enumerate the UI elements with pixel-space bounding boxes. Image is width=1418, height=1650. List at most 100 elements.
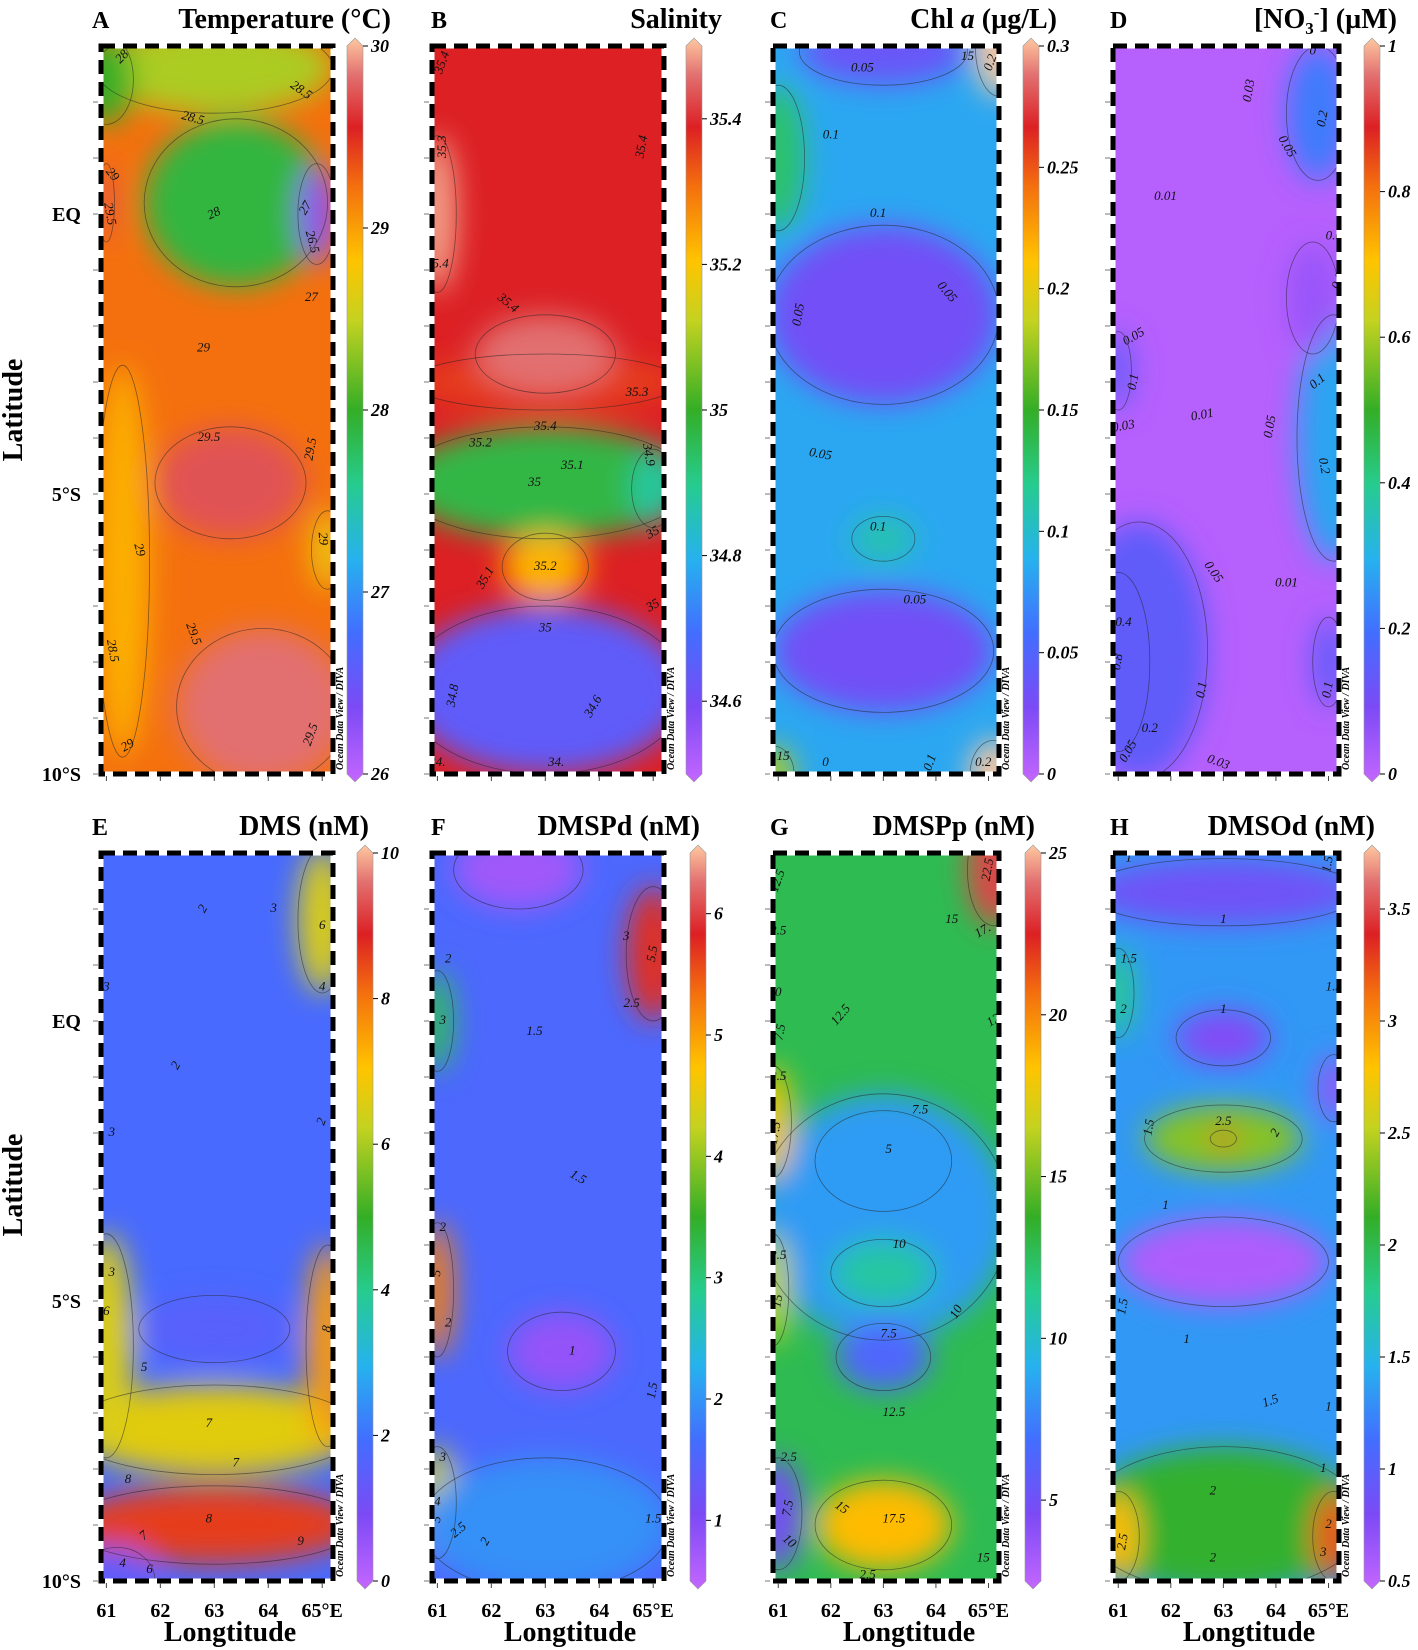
colorbar-tick-label: 15	[1049, 1167, 1067, 1187]
contour-line	[851, 515, 916, 562]
contour-line	[101, 163, 115, 243]
contour-label: 0.05	[808, 444, 834, 463]
contour-line	[773, 588, 995, 713]
contour-line	[1113, 947, 1135, 1039]
contour-line	[176, 628, 333, 774]
x-tick-label: 64	[1266, 1600, 1286, 1622]
field-feature	[773, 589, 994, 713]
colorbar-tick-label: 2	[713, 1389, 723, 1409]
field-features	[101, 853, 333, 1581]
x-axis-title-h: Longtitude	[1183, 1617, 1315, 1648]
contour-label: 5.5	[643, 944, 661, 963]
contour-line	[154, 426, 307, 540]
field-feature	[453, 853, 584, 909]
contour-line	[798, 46, 968, 86]
field-features	[773, 46, 999, 774]
contour-label: 6	[103, 1303, 110, 1318]
colorbar-tick-label: 26	[370, 764, 389, 784]
y-tick-label: EQ	[52, 1011, 81, 1033]
contour-label: 7.5	[778, 1498, 796, 1517]
field-feature	[970, 740, 999, 774]
contour-label: 28.5	[104, 638, 123, 664]
panel-label-a: A	[92, 8, 110, 34]
field-features	[773, 853, 999, 1570]
panel-title-c: Chl a (µg/L)	[910, 4, 1057, 35]
field-features	[1113, 46, 1339, 774]
x-tick-label: 65°E	[968, 1600, 1009, 1622]
colorbar-d: 0 0.2 0.4 0.6 0.8 1	[1363, 36, 1411, 784]
contour-label: 5	[885, 1141, 892, 1156]
colorbar-tick-label: 3.5	[1387, 899, 1411, 919]
contour-label: 15	[945, 911, 959, 926]
x-tick-label: 64	[926, 1600, 946, 1622]
contour-label: 29.5	[299, 721, 321, 748]
contour-label: 2	[1210, 1482, 1217, 1497]
contour-label: 0.1	[870, 519, 886, 534]
field-feature	[1113, 1491, 1140, 1581]
x-axis-title-e: Longtitude	[164, 1617, 296, 1648]
contour-label: 15	[977, 1550, 991, 1565]
x-tick-label: 61	[427, 1600, 447, 1622]
field-feature	[154, 426, 307, 539]
panel-h: 1 1.5 1 1.5 2 1.5 1 1.5 2.5 2 1 1.5 1 1.5 1 1 2 2 2.5 3 2 61 6…	[1105, 811, 1411, 1622]
colorbar-g: 5 10 15 20 25	[1024, 843, 1067, 1590]
colorbar-tick-label: 34.6	[709, 691, 742, 711]
colorbar-tick-label: 10	[381, 843, 399, 863]
colorbar-tick-label: 5	[714, 1025, 723, 1045]
contour-line	[143, 118, 329, 288]
contour-label: 3	[439, 1012, 447, 1027]
contour-line	[773, 84, 805, 232]
field-feature	[967, 853, 999, 926]
contour-line	[432, 970, 454, 1072]
panel-title-a: Temperature (°C)	[178, 4, 391, 35]
field-feature	[1210, 1130, 1237, 1147]
contour-label: 5	[428, 1268, 444, 1277]
contour-label: 0	[822, 754, 829, 769]
colorbar-tick-label: 5	[1049, 1490, 1058, 1510]
watermark: Ocean Data View / DIVA	[1001, 1474, 1012, 1577]
colorbar-tick-label: 10	[1049, 1328, 1067, 1348]
frame-dashes	[770, 850, 1002, 1584]
contour-label: 35.1	[560, 457, 584, 472]
y-tick-label: 5°S	[52, 484, 81, 506]
x-tick-label: 64	[258, 1600, 278, 1622]
contour-label: 2	[1325, 1516, 1332, 1531]
contour-label: 34.8	[443, 682, 462, 708]
colorbar-tick-label: 34.8	[709, 546, 742, 566]
frame-dashes	[1110, 43, 1342, 777]
panel-label-f: F	[431, 815, 446, 841]
colorbar-tick-label: 0.4	[1388, 473, 1411, 493]
x-tick-label: 61	[1108, 1600, 1128, 1622]
contour-label: 0.05	[1260, 414, 1279, 440]
colorbar-tick-label: 1	[1388, 36, 1397, 56]
contour-label: 29	[131, 541, 149, 558]
field-feature	[101, 163, 115, 242]
contour-line	[101, 46, 333, 114]
panel-label-b: B	[431, 8, 447, 34]
x-axis-title-f: Longtitude	[504, 1617, 636, 1648]
field-feature	[1113, 858, 1339, 926]
colorbar-tick-label: 0.2	[1388, 618, 1411, 638]
panel-label-d: D	[1110, 8, 1127, 34]
colorbar-bar	[1024, 844, 1042, 1590]
panel-b: 35.435.3 35.435.435.435.335.435.235.1 34.9…	[424, 4, 742, 783]
contour-label: 3	[108, 1264, 116, 1279]
contour-label: 1.5	[643, 1381, 661, 1400]
contour-line	[297, 163, 333, 265]
watermark: Ocean Data View / DIVA	[666, 667, 677, 770]
field-feature	[626, 886, 664, 1021]
x-tick-label: 62	[821, 1600, 841, 1622]
contour-label: 0.01	[1190, 405, 1215, 424]
contour-line	[101, 364, 150, 758]
contour-label: 15	[768, 1293, 785, 1309]
contour-label: 0.2	[975, 754, 992, 769]
field-feature	[773, 85, 805, 231]
contour-label: 17.5	[883, 1510, 906, 1525]
colorbar-c: 0 0.05 0.1 0.15 0.2 0.25 0.3	[1022, 36, 1079, 784]
contour-label: 2.5	[770, 1247, 787, 1262]
contour-label: 7	[233, 1454, 240, 1469]
